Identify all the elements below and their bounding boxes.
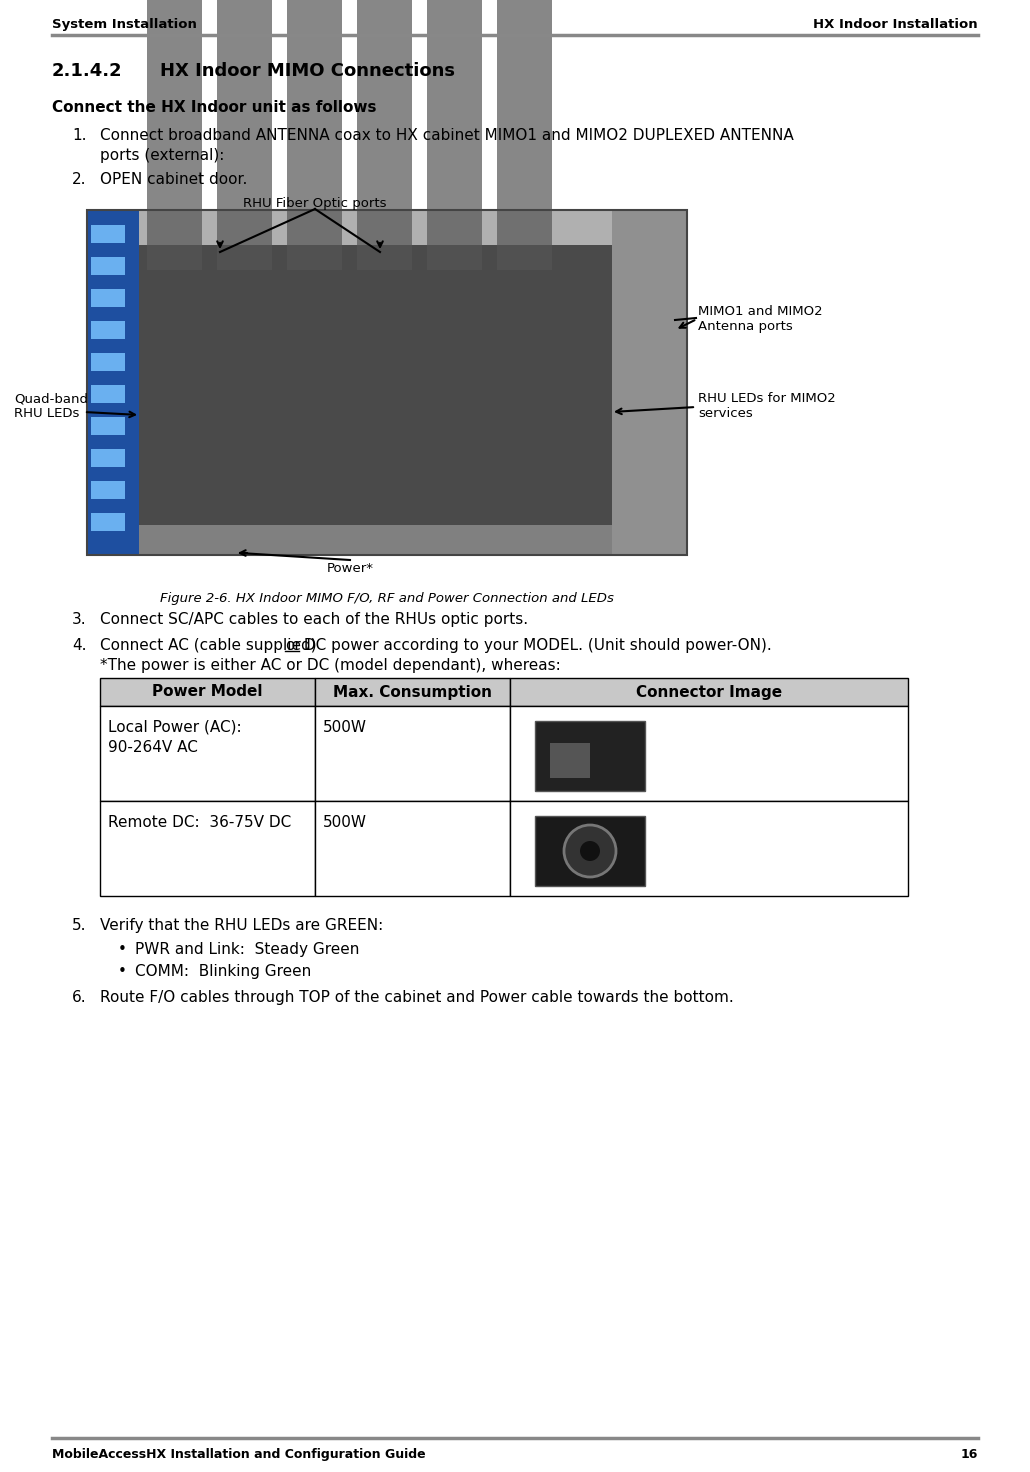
Bar xyxy=(535,721,645,790)
Bar xyxy=(91,514,125,531)
Bar xyxy=(427,0,482,269)
Text: DC power according to your MODEL. (Unit should power-ON).: DC power according to your MODEL. (Unit … xyxy=(299,637,771,654)
Text: •: • xyxy=(118,964,127,979)
Bar xyxy=(100,707,315,801)
Text: •: • xyxy=(118,942,127,957)
Text: or: or xyxy=(285,637,301,654)
Text: HX Indoor MIMO Connections: HX Indoor MIMO Connections xyxy=(160,62,455,79)
Bar xyxy=(91,225,125,243)
Text: Quad-band
RHU LEDs: Quad-band RHU LEDs xyxy=(14,392,88,420)
Text: Route F/O cables through TOP of the cabinet and Power cable towards the bottom.: Route F/O cables through TOP of the cabi… xyxy=(100,991,733,1005)
Bar xyxy=(91,417,125,436)
Text: 16: 16 xyxy=(961,1448,978,1462)
Bar xyxy=(100,801,315,896)
Text: Remote DC:  36-75V DC: Remote DC: 36-75V DC xyxy=(108,815,291,830)
Text: OPEN cabinet door.: OPEN cabinet door. xyxy=(100,172,247,187)
Text: Connect SC/APC cables to each of the RHUs optic ports.: Connect SC/APC cables to each of the RHU… xyxy=(100,612,528,627)
Text: Power Model: Power Model xyxy=(152,684,263,699)
Bar xyxy=(315,707,510,801)
Bar xyxy=(510,679,908,707)
Text: 2.1.4.2: 2.1.4.2 xyxy=(52,62,123,79)
Bar xyxy=(91,258,125,275)
Text: 5.: 5. xyxy=(72,919,87,933)
Bar xyxy=(497,0,552,269)
Text: RHU LEDs for MIMO2
services: RHU LEDs for MIMO2 services xyxy=(698,392,835,420)
Bar xyxy=(87,210,687,555)
Bar xyxy=(87,210,687,555)
Bar xyxy=(315,679,510,707)
Circle shape xyxy=(564,824,616,877)
Bar xyxy=(612,210,687,555)
Text: HX Indoor Installation: HX Indoor Installation xyxy=(814,18,978,31)
Text: System Installation: System Installation xyxy=(52,18,197,31)
Bar xyxy=(139,526,612,555)
Bar xyxy=(357,0,412,269)
Text: Connect the HX Indoor unit as follows: Connect the HX Indoor unit as follows xyxy=(52,100,377,115)
Bar xyxy=(91,481,125,499)
Bar xyxy=(510,707,908,801)
Text: Figure 2-6. HX Indoor MIMO F/O, RF and Power Connection and LEDs: Figure 2-6. HX Indoor MIMO F/O, RF and P… xyxy=(160,592,614,605)
Bar xyxy=(147,0,202,269)
Bar xyxy=(91,321,125,339)
Text: Local Power (AC):: Local Power (AC): xyxy=(108,720,242,735)
Text: 90-264V AC: 90-264V AC xyxy=(108,740,198,755)
Circle shape xyxy=(580,841,600,861)
Text: MobileAccessHX Installation and Configuration Guide: MobileAccessHX Installation and Configur… xyxy=(52,1448,425,1462)
Text: 3.: 3. xyxy=(72,612,87,627)
Text: 500W: 500W xyxy=(323,720,367,735)
Bar xyxy=(217,0,272,269)
Bar xyxy=(139,210,612,244)
Text: Max. Consumption: Max. Consumption xyxy=(333,684,492,699)
Bar xyxy=(91,353,125,371)
Text: Connector Image: Connector Image xyxy=(636,684,782,699)
Text: RHU Fiber Optic ports: RHU Fiber Optic ports xyxy=(243,197,386,210)
Bar xyxy=(510,801,908,896)
Text: Power*: Power* xyxy=(327,562,374,576)
Bar xyxy=(91,449,125,467)
Bar xyxy=(287,0,342,269)
Bar xyxy=(139,244,612,555)
Text: PWR and Link:  Steady Green: PWR and Link: Steady Green xyxy=(135,942,359,957)
Text: COMM:  Blinking Green: COMM: Blinking Green xyxy=(135,964,311,979)
Bar xyxy=(550,743,590,779)
Text: Connect AC (cable supplied): Connect AC (cable supplied) xyxy=(100,637,321,654)
Bar xyxy=(535,815,645,886)
Text: 4.: 4. xyxy=(72,637,87,654)
Text: *The power is either AC or DC (model dependant), whereas:: *The power is either AC or DC (model dep… xyxy=(100,658,560,673)
Text: Verify that the RHU LEDs are GREEN:: Verify that the RHU LEDs are GREEN: xyxy=(100,919,383,933)
Bar xyxy=(91,289,125,308)
Text: Connect broadband ANTENNA coax to HX cabinet MIMO1 and MIMO2 DUPLEXED ANTENNA: Connect broadband ANTENNA coax to HX cab… xyxy=(100,128,794,143)
Text: ports (external):: ports (external): xyxy=(100,149,225,163)
Bar xyxy=(315,801,510,896)
Bar xyxy=(87,210,139,555)
Text: 2.: 2. xyxy=(72,172,87,187)
Text: 6.: 6. xyxy=(72,991,87,1005)
Bar xyxy=(100,679,315,707)
Text: 500W: 500W xyxy=(323,815,367,830)
Bar xyxy=(91,386,125,403)
Text: 1.: 1. xyxy=(72,128,87,143)
Text: MIMO1 and MIMO2
Antenna ports: MIMO1 and MIMO2 Antenna ports xyxy=(698,305,823,333)
